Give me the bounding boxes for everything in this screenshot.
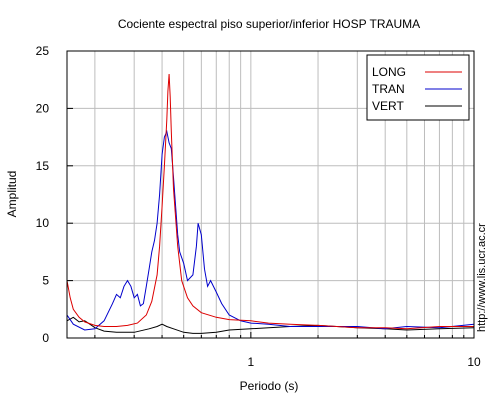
y-tick-label: 5 [42, 274, 49, 288]
chart-title: Cociente espectral piso superior/inferio… [118, 17, 420, 31]
plot-frame [66, 50, 475, 339]
legend: LONG TRAN VERT [366, 54, 470, 121]
y-tick-label: 25 [36, 44, 50, 58]
y-tick-label: 0 [42, 331, 49, 345]
legend-box [366, 54, 470, 121]
x-tick-label: 10 [467, 355, 481, 369]
y-axis-label: Amplitud [5, 171, 19, 218]
x-tick-label: 1 [248, 355, 255, 369]
source-url: http://www.lis.ucr.ac.cr [476, 223, 488, 332]
data-series [66, 73, 475, 334]
axis-ticks: 0 5 10 15 20 25 1 10 [36, 44, 481, 369]
y-tick-label: 15 [36, 159, 50, 173]
legend-items: LONG TRAN VERT [372, 65, 462, 113]
x-axis-label: Periodo (s) [240, 379, 299, 393]
series-line-long [66, 73, 474, 330]
legend-label-long: LONG [372, 65, 406, 79]
series-line-tran [66, 129, 475, 331]
y-tick-label: 10 [36, 216, 50, 230]
legend-label-vert: VERT [372, 99, 404, 113]
legend-label-tran: TRAN [372, 82, 405, 96]
y-tick-label: 20 [36, 101, 50, 115]
